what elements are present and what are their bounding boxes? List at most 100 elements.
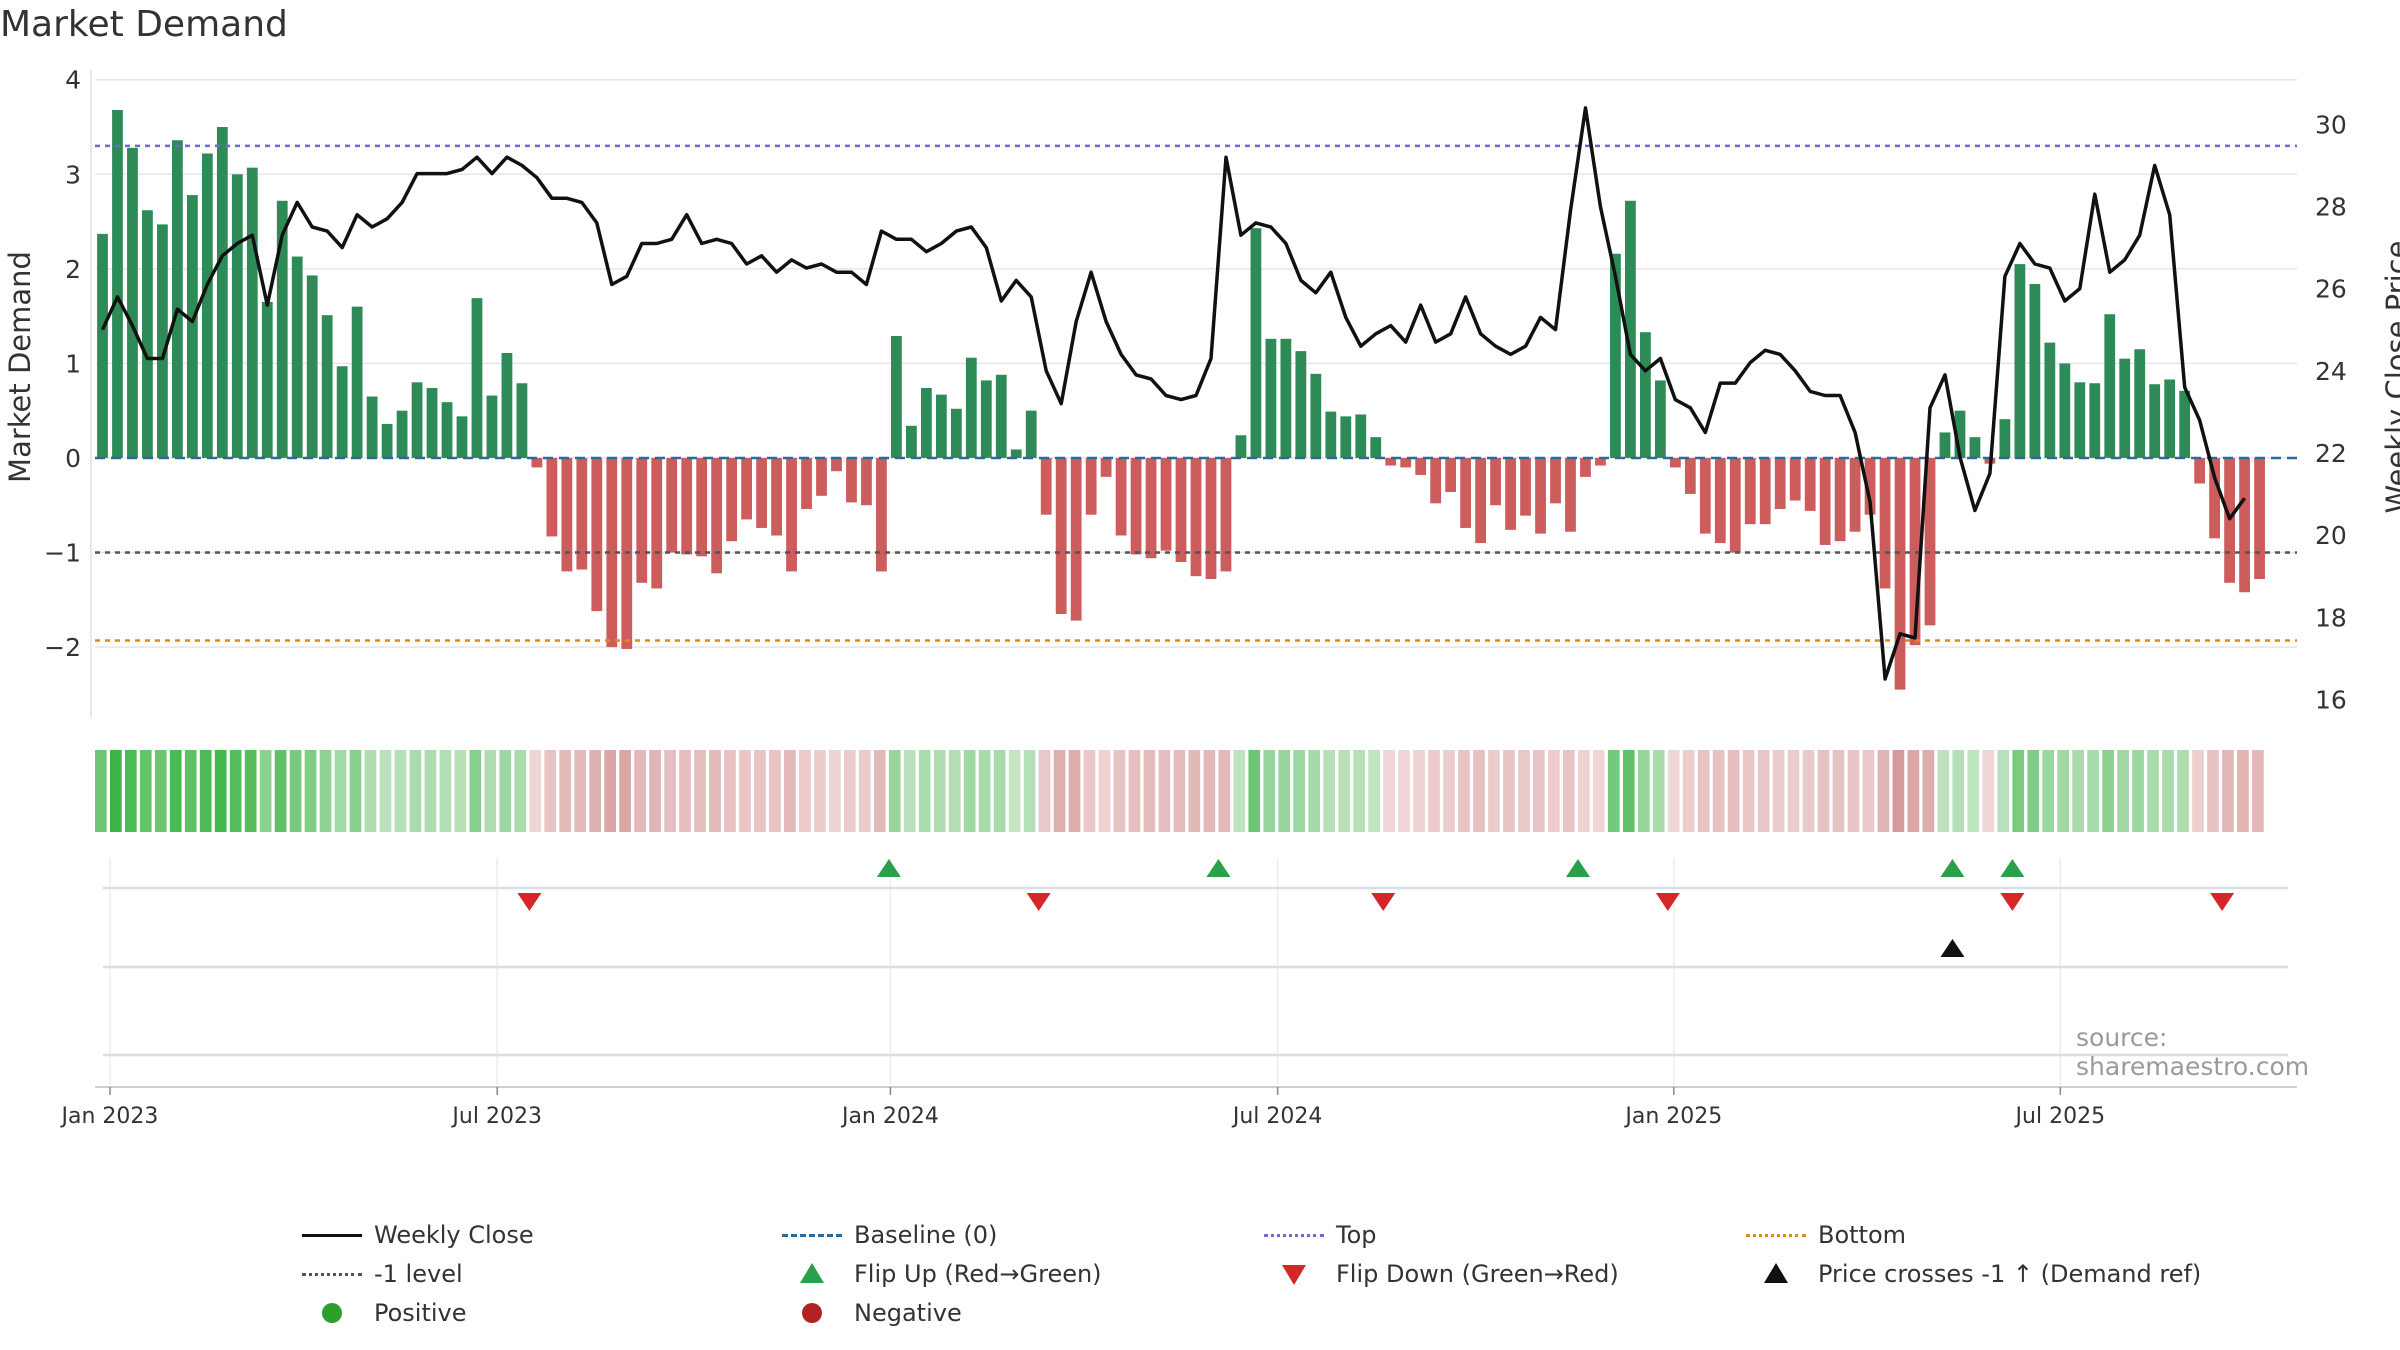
weekly-close-line <box>100 106 2247 681</box>
bar-positive <box>471 298 483 458</box>
x-tick-label: Jul 2023 <box>450 1104 542 1129</box>
bar-positive <box>2029 283 2041 458</box>
heat-cell-positive <box>499 750 512 832</box>
bar-negative <box>681 457 693 555</box>
bar-negative <box>651 457 663 589</box>
bar-negative <box>1669 457 1681 468</box>
heat-cell-positive <box>379 750 392 832</box>
bar-positive <box>441 402 453 458</box>
heat-cell-positive <box>1338 750 1350 832</box>
heat-cell-negative <box>1817 750 1830 832</box>
bar-positive <box>2134 349 2146 458</box>
bar-negative <box>1145 457 1157 559</box>
flip-up-marker <box>1206 859 1231 877</box>
bar-positive <box>201 153 213 458</box>
heat-cell-negative <box>1038 750 1051 832</box>
heat-cell-negative <box>829 750 841 832</box>
heat-cell-positive <box>1368 750 1380 832</box>
bar-negative <box>846 457 857 503</box>
bar-negative <box>711 457 723 574</box>
heat-cell-positive <box>1353 750 1365 832</box>
heat-cell-positive <box>993 750 1006 832</box>
heat-cell-negative <box>1113 750 1126 832</box>
heat-cell-negative <box>724 750 736 832</box>
heat-cell-negative <box>1757 750 1770 832</box>
heat-cell-negative <box>1697 750 1710 832</box>
heat-cell-negative <box>739 750 751 832</box>
heat-cell-negative <box>709 750 721 832</box>
bar-positive <box>186 195 198 458</box>
bar-negative <box>756 457 767 528</box>
heat-cell-negative <box>1832 750 1845 832</box>
heat-cell-negative <box>694 750 706 832</box>
bar-positive <box>2149 384 2161 458</box>
heat-cell-positive <box>1293 750 1306 832</box>
heat-cell-negative <box>858 750 871 832</box>
bar-positive <box>995 374 1007 458</box>
heat-cell-positive <box>244 750 257 832</box>
heat-cell-positive <box>1637 750 1650 832</box>
flip-down-marker <box>2210 893 2235 911</box>
bar-positive <box>306 275 318 458</box>
bar-negative <box>1100 457 1112 477</box>
heat-cell-positive <box>439 750 452 832</box>
bar-positive <box>1355 414 1367 458</box>
heat-cell-positive <box>2072 750 2084 832</box>
heat-cell-negative <box>1847 750 1860 832</box>
flip-up-marker <box>876 859 901 877</box>
bar-negative <box>1879 457 1891 589</box>
bar-positive <box>1639 332 1651 458</box>
heat-cell-positive <box>1023 750 1036 832</box>
bar-positive <box>1325 411 1337 458</box>
bar-negative <box>1520 457 1531 516</box>
bar-positive <box>396 410 408 458</box>
heat-cell-negative <box>1218 750 1231 832</box>
bar-negative <box>1774 457 1786 510</box>
heat-cell-positive <box>2057 750 2070 832</box>
heat-cell-positive <box>274 750 287 832</box>
y-tick-label-left: 4 <box>65 66 81 95</box>
bar-positive <box>276 200 288 458</box>
bar-positive <box>2074 382 2086 458</box>
heat-cell-positive <box>409 750 422 832</box>
y-tick-label-right: 24 <box>2315 357 2347 386</box>
bar-negative <box>1550 457 1561 504</box>
y-tick-label-right: 26 <box>2315 275 2347 304</box>
bar-negative <box>696 457 708 557</box>
flip-up-marker <box>1565 859 1590 877</box>
heat-cell-positive <box>349 750 362 832</box>
bar-negative <box>1849 457 1861 532</box>
bar-negative <box>1430 457 1442 504</box>
heat-cell-positive <box>888 750 901 832</box>
heat-cell-negative <box>1083 750 1096 832</box>
heat-cell-negative <box>2222 750 2234 832</box>
flip-down-marker <box>1655 893 1680 911</box>
heat-cell-negative <box>799 750 811 832</box>
y-tick-label-left: 1 <box>65 349 81 378</box>
bar-negative <box>1070 457 1082 621</box>
heat-cell-negative <box>619 750 631 832</box>
heat-cell-positive <box>424 750 437 832</box>
y-tick-label-right: 16 <box>2315 686 2347 715</box>
bar-positive <box>351 306 363 458</box>
heat-cell-negative <box>2252 750 2264 832</box>
heat-cell-negative <box>1922 750 1935 832</box>
bar-negative <box>636 457 648 583</box>
bar-positive <box>1954 410 1966 458</box>
flip-down-marker <box>1371 893 1396 911</box>
bar-positive <box>291 256 303 458</box>
bar-positive <box>1939 432 1951 458</box>
heat-cell-positive <box>214 750 227 832</box>
heat-cell-positive <box>484 750 497 832</box>
bar-negative <box>1580 457 1591 477</box>
bar-positive <box>935 394 947 458</box>
bar-negative <box>1160 457 1172 551</box>
bar-positive <box>1265 338 1277 458</box>
bar-positive <box>920 387 932 458</box>
bar-negative <box>2239 457 2250 593</box>
bar-negative <box>801 457 812 510</box>
heat-cell-negative <box>784 750 796 832</box>
bar-negative <box>546 457 558 537</box>
heat-cell-positive <box>1233 750 1246 832</box>
